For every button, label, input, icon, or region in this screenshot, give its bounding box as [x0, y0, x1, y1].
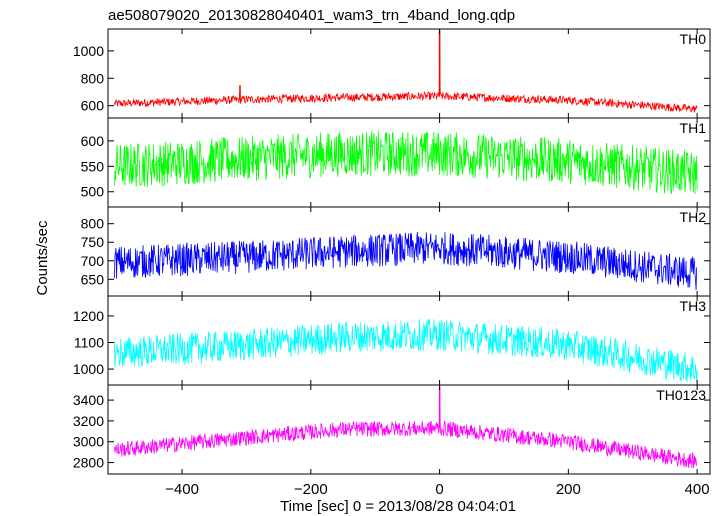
y-tick-label: 800: [81, 216, 105, 232]
y-tick-label: 2800: [73, 455, 104, 471]
y-tick-label: 500: [81, 184, 105, 200]
panel-label: TH1: [680, 120, 707, 136]
x-axis: −400 −200 0 200 400: [165, 481, 709, 498]
chart-title: ae508079020_20130828040401_wam3_trn_4ban…: [108, 7, 515, 24]
y-tick-label: 700: [81, 253, 105, 269]
series-line-th2: [114, 231, 698, 291]
x-tick-label: 400: [685, 481, 710, 498]
y-tick-label: 550: [81, 158, 105, 174]
panel-frame: [107, 28, 711, 119]
y-tick-label: 1100: [74, 334, 104, 350]
y-tick-label: 1200: [73, 308, 104, 324]
y-tick-label: 600: [81, 98, 105, 114]
panel-th3: 1000 1100 1200 TH3: [73, 295, 711, 386]
series-line-th0123: [114, 386, 698, 468]
x-axis-label: Time [sec] 0 = 2013/08/28 04:04:01: [280, 498, 516, 515]
series-line-th0: [114, 30, 698, 113]
panel-th0123: 2800 3000 3200 3400 TH0123: [73, 384, 711, 475]
y-tick-label: 650: [81, 271, 105, 287]
y-tick-label: 3200: [73, 413, 104, 429]
panel-label: TH0: [680, 31, 707, 47]
x-tick-label: −400: [165, 481, 199, 498]
x-tick-label: 200: [556, 481, 581, 498]
panels: 600 800 1000 TH0 500 550 600 TH1 650 700 750 800 TH2…: [73, 28, 711, 475]
y-tick-label: 800: [81, 70, 105, 86]
panel-th0: 600 800 1000 TH0: [73, 28, 711, 119]
x-tick-label: 0: [435, 481, 443, 498]
y-tick-label: 1000: [73, 43, 104, 59]
y-axis-label: Counts/sec: [34, 220, 51, 296]
y-tick-label: 750: [81, 234, 105, 250]
panel-label: TH3: [680, 298, 707, 314]
panel-frame: [107, 384, 711, 475]
x-tick-label: −200: [294, 481, 328, 498]
y-tick-label: 3000: [73, 434, 104, 450]
y-tick-label: 1000: [73, 361, 104, 377]
panel-label: TH0123: [656, 387, 706, 403]
panel-th2: 650 700 750 800 TH2: [81, 206, 711, 297]
panel-label: TH2: [680, 209, 707, 225]
y-tick-label: 3400: [73, 392, 104, 408]
panel-th1: 500 550 600 TH1: [81, 117, 711, 208]
series-line-th3: [114, 319, 698, 383]
series-line-th1: [114, 130, 698, 195]
y-tick-label: 600: [81, 133, 105, 149]
